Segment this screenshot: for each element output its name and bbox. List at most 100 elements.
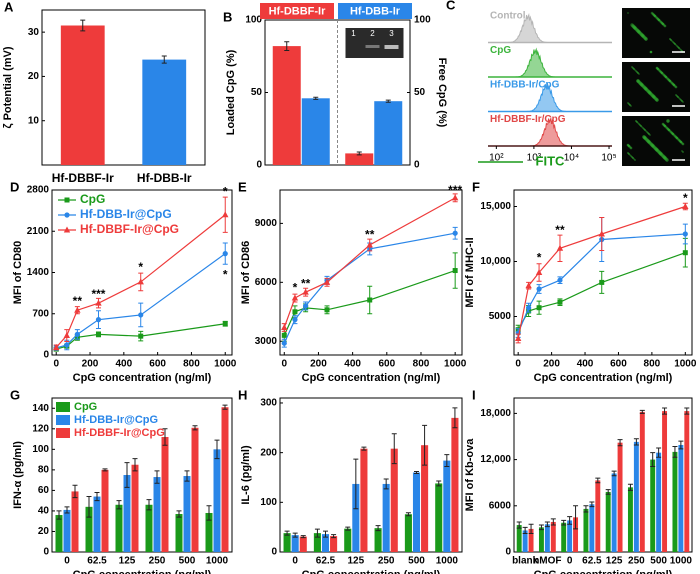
marker bbox=[292, 317, 298, 323]
y-tick-label: 40 bbox=[38, 506, 50, 517]
y-tick-label: 6000 bbox=[255, 277, 278, 288]
bar bbox=[283, 533, 291, 552]
bar bbox=[115, 504, 123, 552]
marker bbox=[557, 277, 563, 283]
legend-marker bbox=[64, 212, 70, 218]
y-axis-label: MFI of CD80 bbox=[12, 241, 24, 305]
marker bbox=[222, 321, 228, 327]
x-tick-label: 600 bbox=[378, 359, 395, 370]
gel-band bbox=[365, 45, 380, 48]
bar bbox=[63, 509, 71, 552]
bar bbox=[301, 98, 330, 165]
error-bar bbox=[650, 452, 656, 468]
y-axis-label: MFI of MHC-II bbox=[464, 237, 476, 307]
marker bbox=[324, 307, 330, 313]
y-tick-label: 50 bbox=[251, 87, 263, 98]
panel-letter: B bbox=[223, 9, 232, 24]
bar bbox=[321, 534, 330, 552]
legend-swatch bbox=[56, 415, 70, 425]
bar bbox=[161, 437, 169, 552]
bar bbox=[374, 101, 403, 165]
significance-mark: * bbox=[293, 280, 298, 294]
error-bar bbox=[192, 425, 198, 431]
marker bbox=[599, 279, 605, 285]
error-bar bbox=[385, 99, 391, 103]
x-tick-label: 0 bbox=[53, 359, 59, 370]
error-bar bbox=[72, 484, 78, 499]
bar bbox=[153, 477, 161, 552]
bar bbox=[291, 535, 299, 552]
x-axis-label: CpG concentration (ng/ml) bbox=[302, 372, 441, 384]
x-tick-label: 10³ bbox=[527, 153, 542, 164]
marker bbox=[74, 331, 80, 337]
plot-frame bbox=[513, 189, 693, 356]
error-bar bbox=[516, 521, 522, 529]
x-axis-label: CpG concentration (ng/ml) bbox=[73, 372, 212, 384]
x-tick-label: 800 bbox=[644, 359, 661, 370]
error-bar bbox=[361, 446, 367, 451]
x-tick-label: 10⁴ bbox=[564, 153, 579, 164]
series-line bbox=[517, 252, 686, 330]
y-tick-label: 0 bbox=[43, 547, 49, 558]
x-tick-label: 250 bbox=[149, 556, 166, 567]
y2-tick-label: 50 bbox=[414, 87, 426, 98]
bar bbox=[561, 522, 567, 552]
error-bar bbox=[222, 404, 228, 410]
bar bbox=[175, 514, 183, 552]
bar bbox=[131, 464, 139, 552]
x-tick-label: 0 bbox=[567, 556, 573, 567]
bar bbox=[344, 528, 352, 552]
bar bbox=[639, 411, 645, 552]
gel-band bbox=[384, 45, 399, 49]
micrograph-speck bbox=[636, 79, 640, 83]
y-tick-label: 5000 bbox=[489, 311, 512, 322]
marker bbox=[323, 278, 331, 285]
bar bbox=[313, 533, 321, 552]
x-tick-label: 400 bbox=[344, 359, 361, 370]
micrograph-speck bbox=[627, 12, 629, 14]
error-bar bbox=[656, 447, 662, 458]
micrograph-speck bbox=[666, 119, 670, 123]
significance-mark: * bbox=[537, 250, 542, 264]
x-tick-label: 800 bbox=[183, 359, 200, 370]
error-bar bbox=[375, 525, 381, 532]
bar bbox=[589, 504, 595, 552]
error-bar bbox=[292, 532, 298, 538]
marker bbox=[95, 317, 102, 323]
y-tick-label: 60 bbox=[38, 485, 50, 496]
bar bbox=[678, 444, 684, 552]
panel-letter: C bbox=[446, 0, 456, 12]
micrograph-speck bbox=[635, 120, 637, 122]
micrograph-speck bbox=[681, 150, 683, 152]
bar bbox=[662, 411, 668, 552]
plot-frame bbox=[279, 189, 463, 356]
y-tick-label: 20 bbox=[28, 71, 40, 82]
plot-frame bbox=[51, 397, 233, 553]
gel-inset bbox=[345, 28, 404, 58]
y-tick-label: 1400 bbox=[27, 267, 50, 278]
bar bbox=[451, 417, 459, 552]
legend-label: Hf-DBB-Ir@CpG bbox=[74, 414, 158, 426]
micrograph bbox=[622, 62, 690, 112]
y-tick-label: 0 bbox=[43, 350, 49, 361]
error-bar bbox=[678, 440, 684, 450]
error-bar bbox=[154, 470, 160, 484]
bar bbox=[528, 528, 534, 552]
error-bar bbox=[146, 499, 152, 511]
marker bbox=[451, 194, 459, 201]
legend-label: Hf-DBBF-Ir@CpG bbox=[80, 222, 179, 236]
marker bbox=[557, 299, 563, 305]
significance-mark: ** bbox=[365, 227, 375, 241]
panel-letter: A bbox=[4, 0, 14, 14]
bar bbox=[85, 506, 93, 552]
error-bar bbox=[611, 470, 617, 477]
error-bar bbox=[436, 480, 442, 487]
series-line bbox=[283, 197, 456, 328]
bar bbox=[672, 451, 678, 552]
marker bbox=[64, 342, 70, 348]
x-tick-label: 200 bbox=[310, 359, 327, 370]
error-bar bbox=[323, 530, 328, 538]
error-bar bbox=[214, 439, 220, 460]
legend-label: Hf-DBB-Ir@CpG bbox=[80, 207, 172, 221]
